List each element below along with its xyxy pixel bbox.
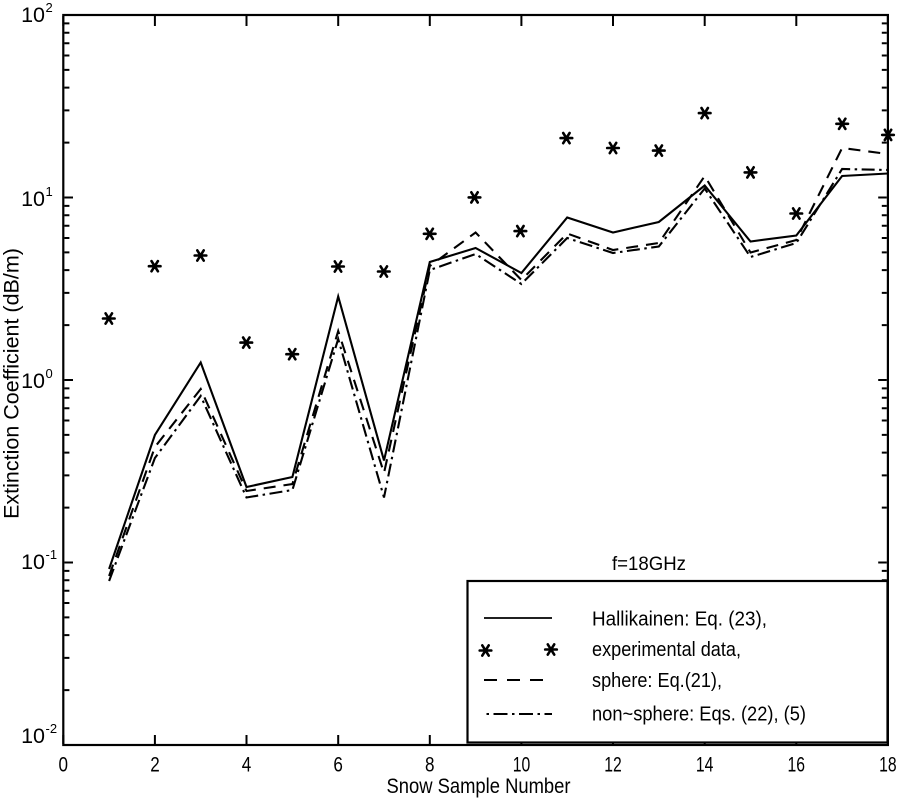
svg-text:18: 18 <box>879 753 897 777</box>
svg-text:16: 16 <box>788 753 806 777</box>
svg-text:2: 2 <box>150 753 160 777</box>
svg-text:8: 8 <box>425 753 435 777</box>
svg-text:Extinction Coefficient (dB/m): Extinction Coefficient (dB/m) <box>0 248 24 519</box>
svg-text:12: 12 <box>604 753 622 777</box>
svg-text:10: 10 <box>513 753 531 777</box>
svg-text:-2: -2 <box>46 721 58 736</box>
svg-text:10: 10 <box>21 550 45 574</box>
svg-text:4: 4 <box>242 753 252 777</box>
svg-text:6: 6 <box>333 753 343 777</box>
svg-text:experimental data,: experimental data, <box>592 638 741 661</box>
svg-text:f=18GHz: f=18GHz <box>612 553 686 575</box>
svg-text:Snow Sample Number: Snow Sample Number <box>387 774 571 798</box>
svg-text:10: 10 <box>21 724 45 748</box>
svg-text:10: 10 <box>21 3 45 27</box>
svg-text:Hallikainen: Eq. (23),: Hallikainen: Eq. (23), <box>592 608 767 631</box>
svg-text:0: 0 <box>59 753 69 777</box>
svg-text:1: 1 <box>46 184 53 199</box>
svg-text:14: 14 <box>696 753 714 777</box>
svg-text:2: 2 <box>46 0 53 15</box>
svg-text:10: 10 <box>21 369 45 393</box>
svg-text:0: 0 <box>46 366 53 381</box>
svg-text:non~sphere: Eqs. (22), (5): non~sphere: Eqs. (22), (5) <box>592 703 806 726</box>
svg-text:sphere: Eq.(21),: sphere: Eq.(21), <box>592 669 722 692</box>
svg-text:-1: -1 <box>46 547 58 562</box>
svg-text:10: 10 <box>21 187 45 211</box>
